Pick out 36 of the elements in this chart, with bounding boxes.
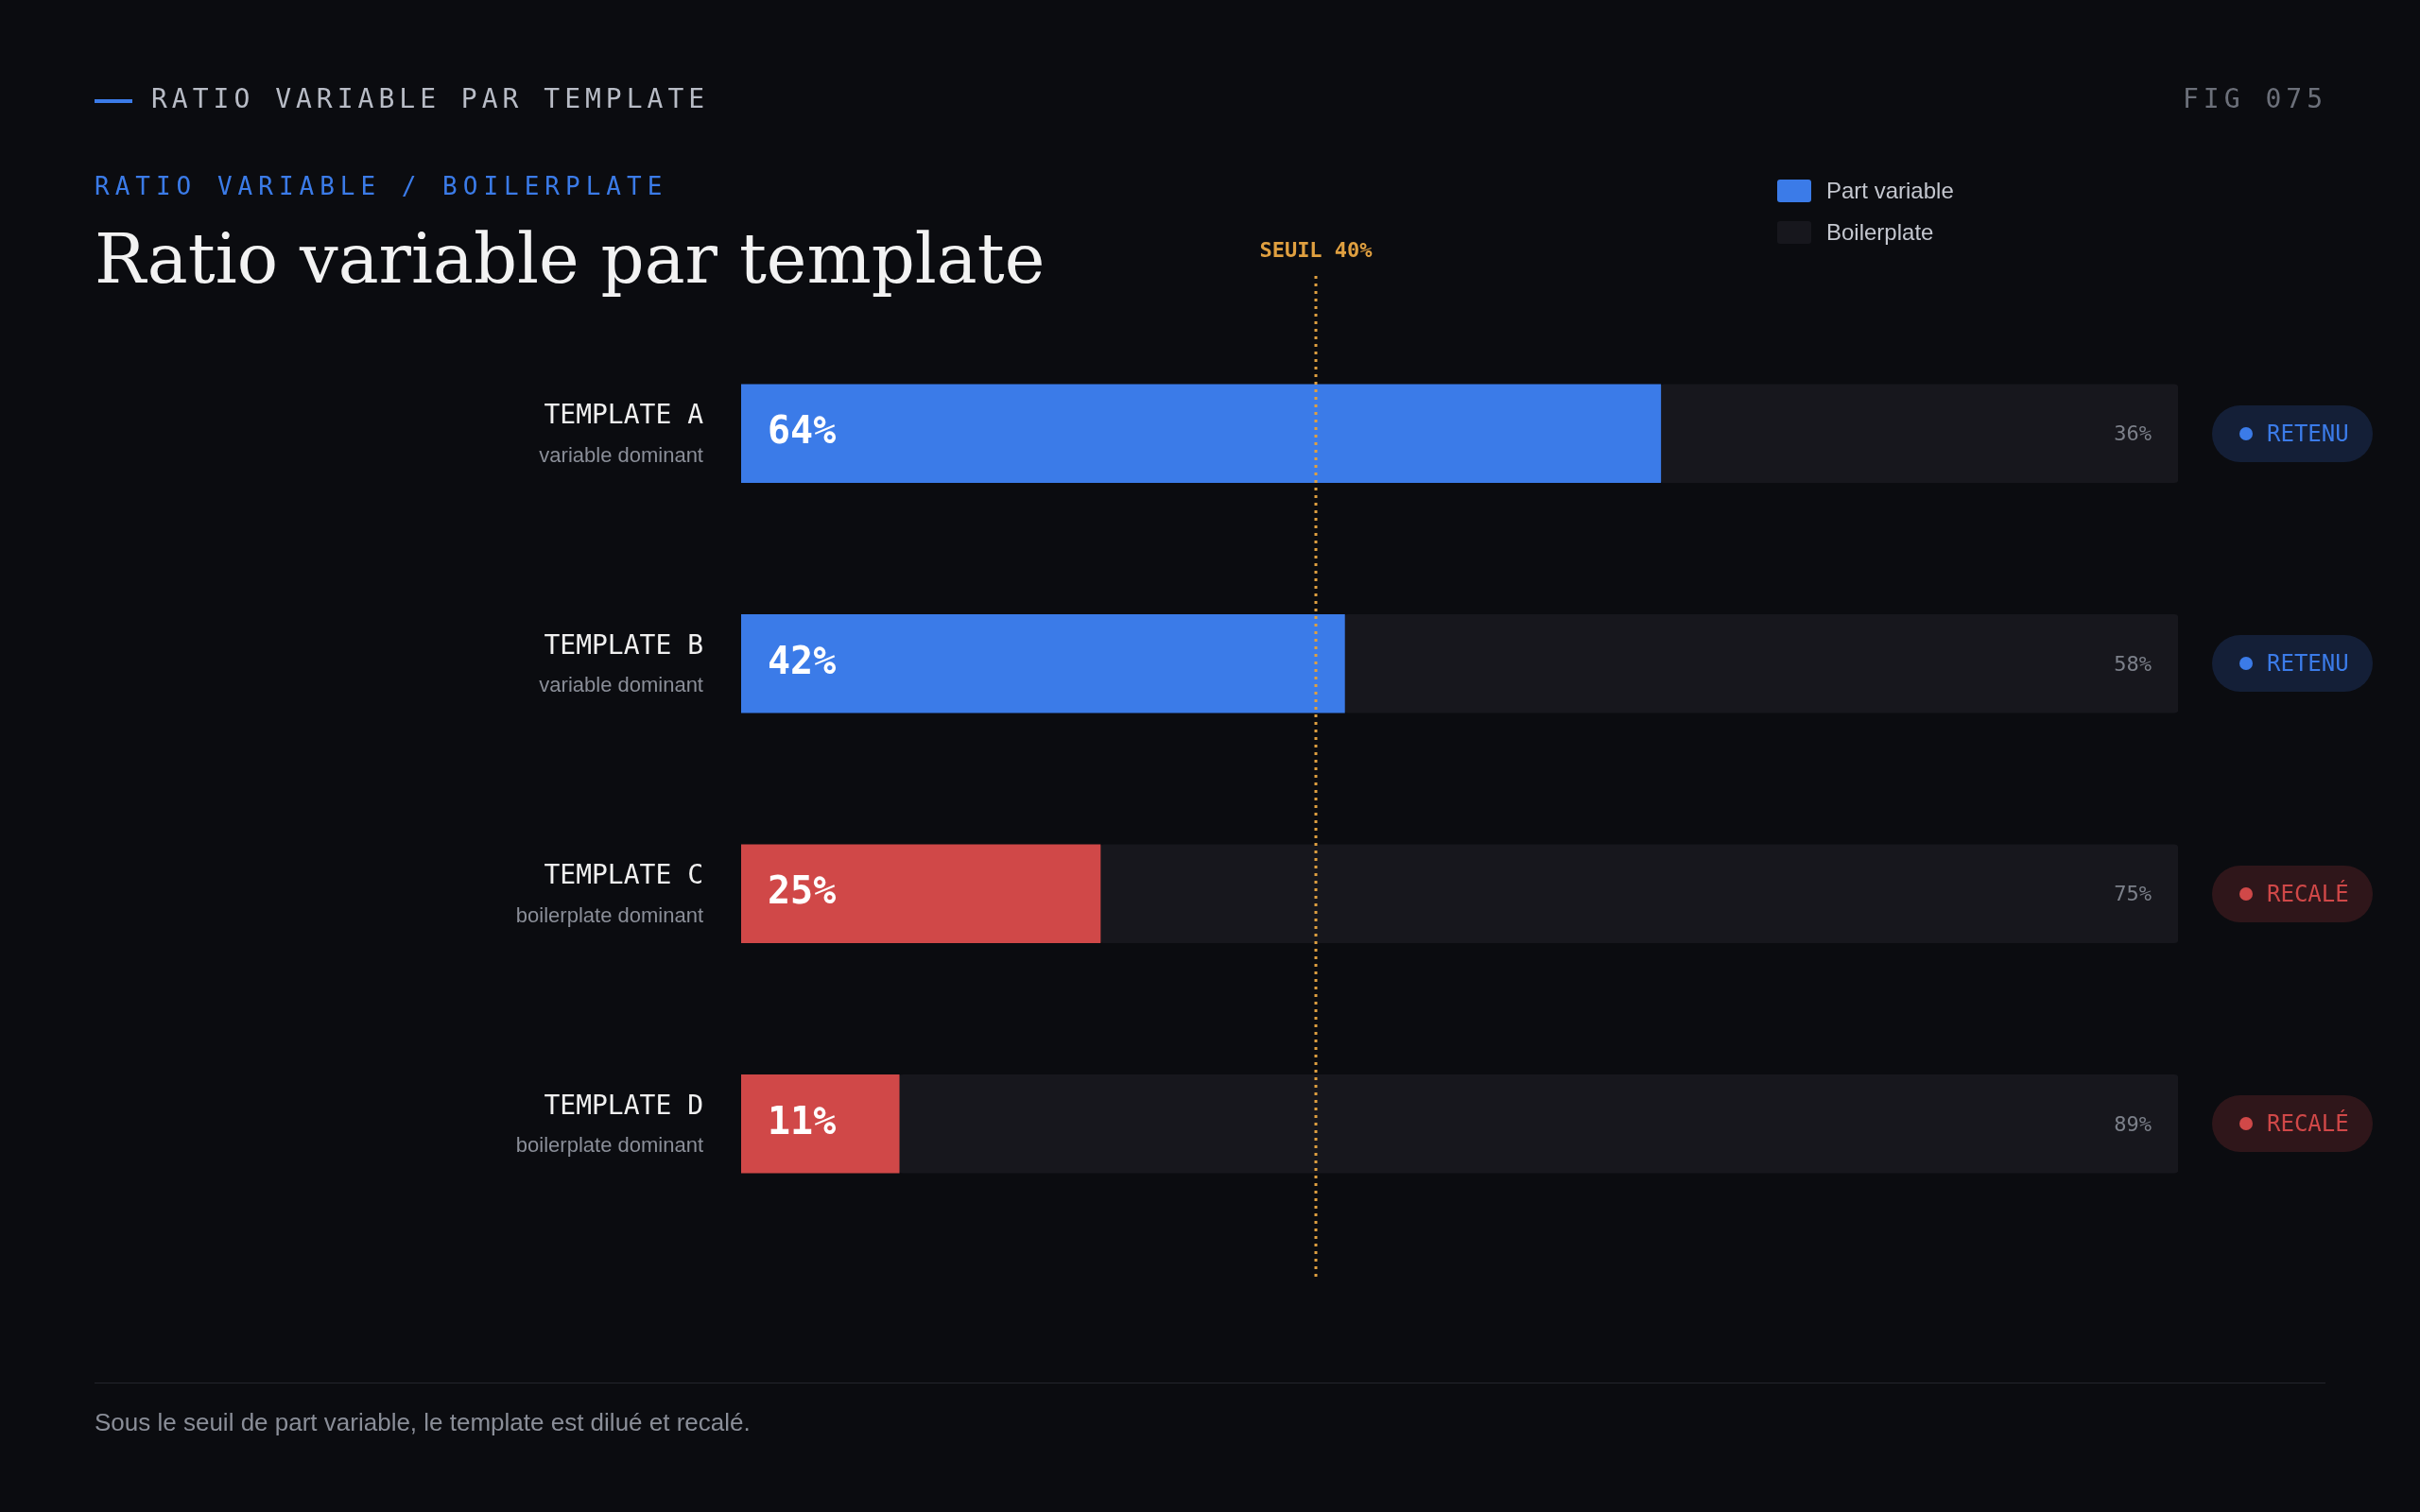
legend-label: Boilerplate [1826,219,1934,246]
chart-title: Ratio variable par template [95,219,1046,299]
text: variable dominant [539,673,703,697]
bar [741,384,1662,484]
data-label: 58% [2114,651,2152,676]
data-label: 36% [2114,421,2152,446]
bar [898,1074,2178,1174]
y-tick-label: TEMPLATE A [544,399,704,431]
data-label: 11% [768,1098,837,1143]
text: RETENU [2267,419,2349,449]
bar [1099,844,2178,944]
text: boilerplate dominant [515,1133,703,1158]
text: RECALÉ [2267,879,2349,909]
ref-line-label: SEUIL 40% [1259,237,1374,262]
legend-label: Part variable [1826,178,1954,204]
text: boilerplate dominant [515,902,703,927]
caption: FIG 075 [2182,83,2327,114]
y-tick-label: TEMPLATE B [544,628,703,661]
bar [741,1074,900,1174]
text: variable dominant [539,442,703,467]
bar [741,844,1101,944]
text: RATIO VARIABLE / BOILERPLATE [95,172,668,200]
bar [1344,613,2178,713]
data-label: 64% [768,408,837,453]
y-tick-label: TEMPLATE D [544,1089,703,1121]
text: RETENU [2267,649,2349,679]
bar [741,613,1345,713]
bar [1660,384,2178,484]
text: RECALÉ [2267,1108,2349,1140]
data-label: 75% [2114,882,2152,906]
text: Sous le seuil de part variable, le template est dilué et recalé. [95,1408,751,1437]
data-label: 25% [768,868,837,913]
data-label: 89% [2114,1111,2152,1136]
data-label: 42% [768,638,837,682]
y-tick-label: TEMPLATE C [544,859,703,891]
text: RATIO VARIABLE PAR TEMPLATE [151,83,710,114]
